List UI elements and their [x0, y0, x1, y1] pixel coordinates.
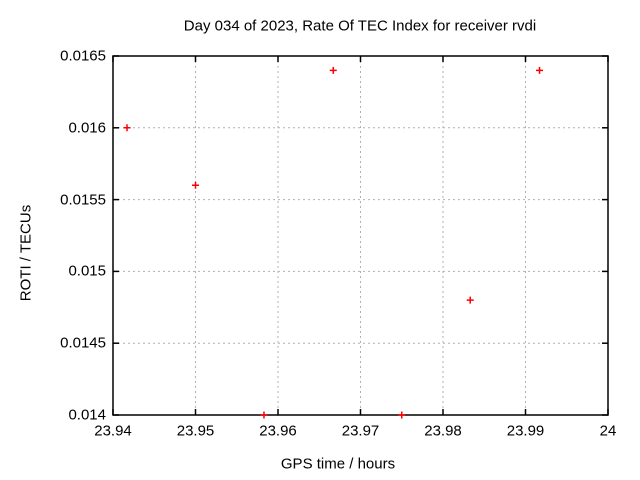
x-axis-label: GPS time / hours — [280, 455, 396, 473]
plot-border — [112, 55, 609, 416]
y-tick-label: 0.014 — [68, 406, 106, 424]
x-tick-label: 24 — [599, 422, 617, 440]
y-tick-label: 0.0165 — [60, 47, 106, 65]
y-tick-label: 0.0145 — [60, 334, 106, 352]
data-point-marker — [536, 66, 544, 74]
data-point-marker — [192, 181, 199, 189]
y-tick-label: 0.016 — [68, 119, 106, 137]
y-tick-label: 0.0155 — [60, 191, 106, 209]
data-point-marker — [260, 411, 268, 419]
data-point-marker — [466, 296, 474, 304]
data-point-marker — [398, 411, 406, 419]
x-tick-label: 23.99 — [506, 422, 545, 440]
data-point-marker — [329, 66, 337, 74]
x-tick-label: 23.96 — [259, 422, 297, 440]
chart-title: Day 034 of 2023, Rate Of TEC Index for r… — [183, 17, 537, 35]
x-tick-label: 23.97 — [341, 422, 380, 440]
x-tick-label: 23.95 — [176, 422, 215, 440]
x-tick-label: 23.94 — [94, 422, 132, 440]
x-tick-label: 23.98 — [424, 422, 462, 440]
data-point-marker — [123, 124, 131, 132]
y-tick-label: 0.015 — [68, 262, 106, 280]
